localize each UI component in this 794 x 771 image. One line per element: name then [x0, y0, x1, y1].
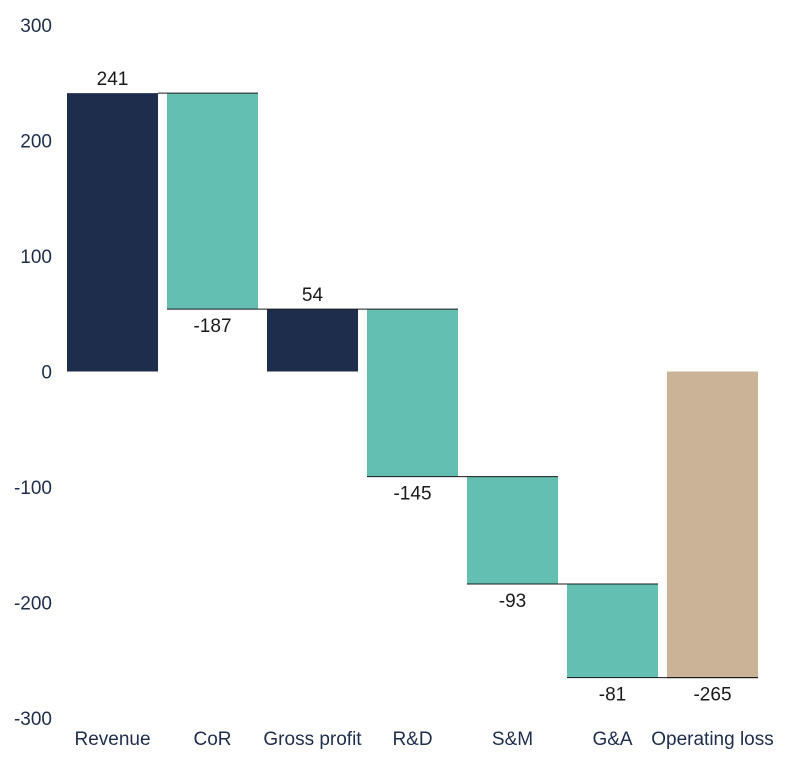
- data-label-gross-profit: 54: [302, 285, 324, 306]
- x-tick-label-operating-loss: Operating loss: [651, 729, 774, 750]
- y-axis: 300 200 100 0 -100 -200 -300: [14, 16, 52, 730]
- y-tick-label: -300: [14, 709, 52, 730]
- bar-revenue: [67, 93, 158, 372]
- x-tick-label-sandm: S&M: [492, 729, 533, 750]
- data-label-ganda: -81: [599, 685, 626, 706]
- data-label-randd: -145: [393, 484, 431, 505]
- x-tick-label-ganda: G&A: [592, 729, 632, 750]
- x-tick-label-randd: R&D: [392, 729, 432, 750]
- bar-sandm: [467, 476, 558, 585]
- y-tick-label: 0: [41, 363, 52, 384]
- x-axis: Revenue CoR Gross profit R&D S&M G&A Operating…: [74, 729, 773, 750]
- x-tick-label-gross-profit: Gross profit: [263, 729, 362, 750]
- data-label-operating-loss: -265: [693, 685, 731, 706]
- connectors: [158, 92, 758, 679]
- bar-randd: [367, 309, 458, 477]
- y-tick-label: -100: [14, 478, 52, 499]
- bar-operating-loss: [667, 371, 758, 678]
- data-label-cor: -187: [193, 316, 231, 337]
- bar-cor: [167, 93, 258, 310]
- y-tick-label: 300: [20, 16, 52, 37]
- bar-gross-profit: [267, 309, 358, 372]
- data-label-sandm: -93: [499, 591, 526, 612]
- x-tick-label-cor: CoR: [193, 729, 231, 750]
- data-labels: 241 -187 54 -145 -93 -81 -265: [97, 69, 732, 705]
- y-tick-label: -200: [14, 594, 52, 615]
- data-label-revenue: 241: [97, 69, 129, 90]
- bar-ganda: [567, 584, 658, 678]
- y-tick-label: 200: [20, 132, 52, 153]
- x-tick-label-revenue: Revenue: [74, 729, 150, 750]
- y-tick-label: 100: [20, 247, 52, 268]
- bars: [67, 93, 758, 678]
